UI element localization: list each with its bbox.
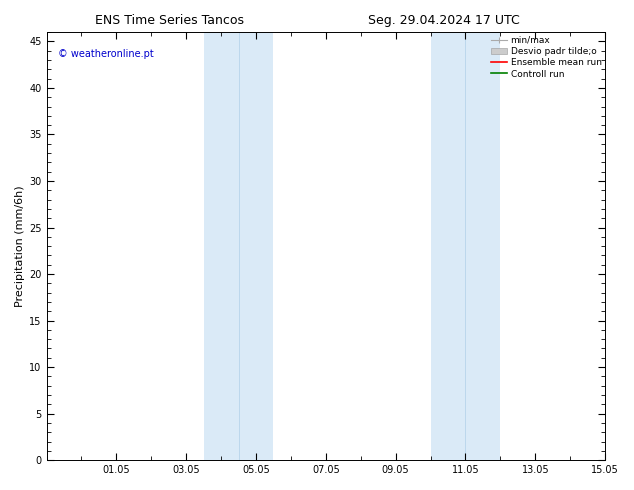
Bar <box>238 32 273 460</box>
Legend: min/max, Desvio padr tilde;o, Ensemble mean run, Controll run: min/max, Desvio padr tilde;o, Ensemble m… <box>489 34 604 80</box>
Text: © weatheronline.pt: © weatheronline.pt <box>58 49 153 59</box>
Y-axis label: Precipitation (mm/6h): Precipitation (mm/6h) <box>15 185 25 307</box>
Bar <box>204 32 238 460</box>
Bar <box>465 32 500 460</box>
Text: ENS Time Series Tancos: ENS Time Series Tancos <box>95 14 244 27</box>
Text: Seg. 29.04.2024 17 UTC: Seg. 29.04.2024 17 UTC <box>368 14 519 27</box>
Bar <box>430 32 465 460</box>
